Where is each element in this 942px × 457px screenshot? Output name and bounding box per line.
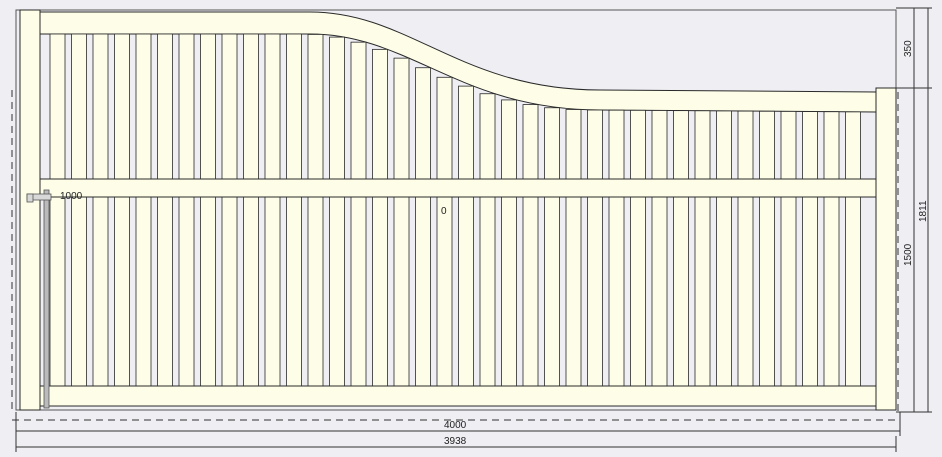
slat	[608, 109, 625, 387]
slat	[92, 33, 109, 387]
origin-mark-label: 0	[441, 206, 447, 217]
slat	[630, 109, 646, 387]
slat	[673, 110, 689, 387]
middle-rail	[39, 178, 877, 198]
dim-4000-label: 4000	[444, 420, 467, 431]
slat	[544, 107, 560, 387]
bottom-rail	[39, 385, 877, 407]
right-dimensions	[896, 7, 932, 413]
slat	[243, 33, 259, 387]
curved-top-rail	[39, 11, 877, 113]
slat	[307, 34, 324, 387]
slat	[522, 104, 539, 387]
slat	[221, 33, 238, 387]
right-post	[875, 87, 897, 411]
hanging-stile	[19, 9, 41, 411]
slat	[178, 33, 195, 387]
slat	[587, 109, 603, 387]
slat	[802, 111, 818, 387]
slat	[114, 33, 130, 387]
slat	[823, 111, 840, 387]
bottom-dimensions	[12, 412, 901, 452]
dim-3938-label: 3938	[444, 436, 467, 447]
slat	[286, 33, 302, 387]
slat	[759, 110, 775, 387]
slat	[264, 33, 281, 387]
dim-1500-label: 1500	[903, 243, 914, 266]
slat	[737, 110, 754, 387]
slat	[135, 33, 152, 387]
slat	[436, 76, 453, 387]
slat	[329, 36, 345, 387]
slat	[372, 48, 388, 387]
slat	[200, 33, 216, 387]
slat	[49, 33, 66, 387]
slat	[393, 57, 410, 387]
slat	[71, 33, 87, 387]
slat	[157, 33, 173, 387]
slat	[565, 109, 582, 387]
slat	[651, 110, 668, 387]
slat	[479, 93, 496, 387]
latch-height-label: 1000	[60, 191, 83, 202]
slat	[716, 110, 732, 387]
dim-350-label: 350	[903, 40, 914, 57]
slat	[458, 85, 474, 387]
slat	[845, 111, 861, 387]
slat	[415, 67, 431, 387]
dim-1811-label: 1811	[918, 200, 929, 222]
latch	[26, 189, 52, 409]
slat	[780, 111, 797, 387]
vertical-slats	[49, 33, 861, 387]
slat	[501, 99, 517, 387]
slat	[350, 41, 367, 387]
slat	[694, 110, 711, 387]
